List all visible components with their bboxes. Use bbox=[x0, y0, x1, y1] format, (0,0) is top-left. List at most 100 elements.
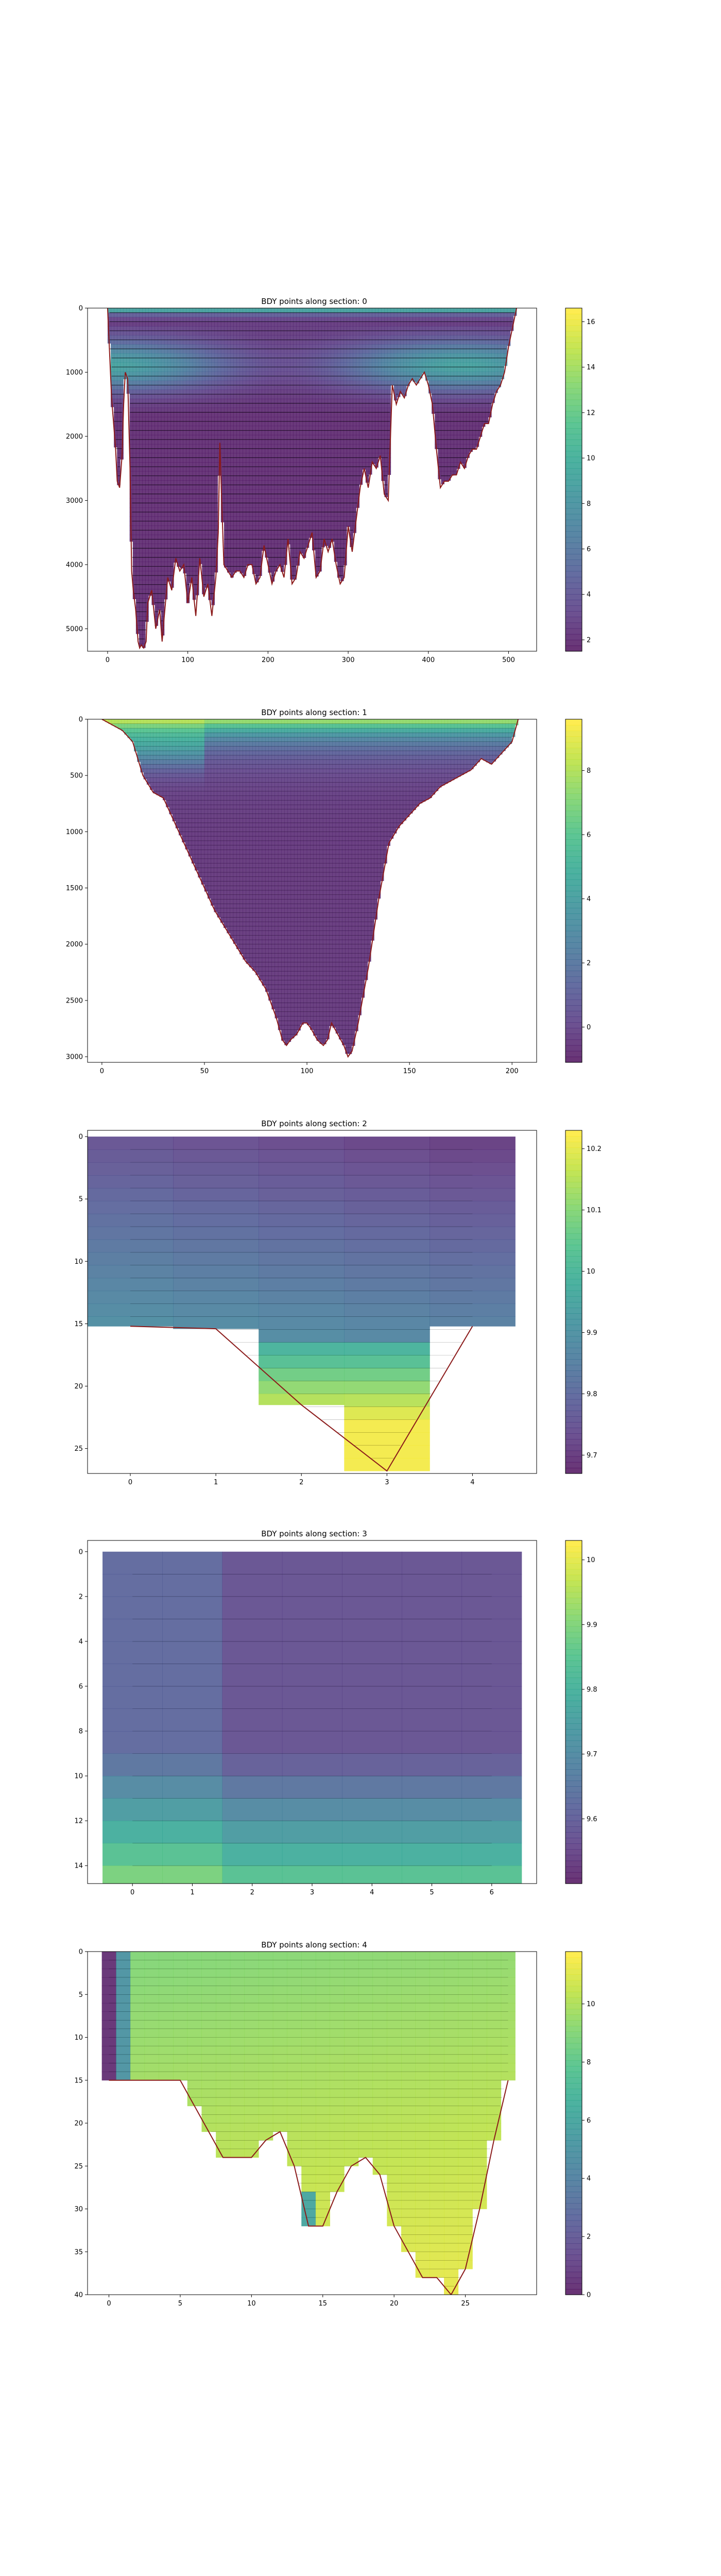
data-cell bbox=[312, 362, 316, 367]
data-cell bbox=[145, 344, 149, 349]
data-cell bbox=[186, 430, 190, 435]
data-cell bbox=[274, 376, 278, 381]
data-cell bbox=[220, 498, 225, 503]
data-cell bbox=[135, 503, 140, 508]
data-cell bbox=[239, 421, 244, 427]
data-cell bbox=[262, 444, 265, 449]
data-cell bbox=[189, 308, 193, 313]
data-cell bbox=[189, 340, 193, 345]
data-cell bbox=[161, 317, 165, 322]
data-cell bbox=[350, 503, 353, 508]
data-cell bbox=[255, 485, 259, 490]
data-cell bbox=[233, 321, 237, 327]
data-cell bbox=[220, 335, 225, 340]
data-cell bbox=[183, 358, 187, 363]
data-cell bbox=[189, 575, 193, 581]
data-cell bbox=[132, 439, 136, 445]
data-cell bbox=[114, 340, 117, 345]
data-cell bbox=[318, 448, 322, 453]
data-cell bbox=[151, 530, 155, 535]
data-cell bbox=[337, 426, 341, 431]
data-cell bbox=[239, 408, 244, 413]
data-cell bbox=[183, 503, 187, 508]
data-cell bbox=[271, 421, 275, 427]
data-cell bbox=[280, 385, 284, 390]
data-cell bbox=[296, 544, 300, 549]
data-cell bbox=[205, 516, 209, 521]
data-cell bbox=[324, 317, 328, 322]
data-cell bbox=[340, 557, 344, 563]
data-cell bbox=[199, 512, 202, 517]
data-cell bbox=[409, 344, 413, 349]
data-cell bbox=[312, 480, 316, 485]
data-cell bbox=[142, 476, 146, 481]
data-cell bbox=[202, 521, 205, 526]
data-cell bbox=[192, 534, 196, 540]
data-cell bbox=[403, 389, 407, 395]
data-cell bbox=[255, 444, 259, 449]
data-cell bbox=[344, 507, 347, 513]
data-cell bbox=[321, 398, 325, 404]
data-cell bbox=[318, 321, 322, 327]
data-cell bbox=[271, 466, 275, 472]
data-cell bbox=[142, 308, 146, 313]
data-cell bbox=[174, 362, 177, 367]
data-cell bbox=[148, 589, 152, 594]
data-cell bbox=[362, 462, 366, 467]
data-cell bbox=[239, 417, 244, 422]
data-cell bbox=[262, 435, 265, 440]
data-cell bbox=[117, 471, 121, 476]
data-cell bbox=[252, 412, 256, 417]
data-cell bbox=[164, 421, 168, 427]
data-cell bbox=[158, 394, 162, 399]
data-cell bbox=[265, 426, 268, 431]
data-cell bbox=[142, 485, 146, 490]
data-cell bbox=[192, 435, 196, 440]
data-cell bbox=[135, 625, 140, 630]
data-cell bbox=[274, 371, 278, 377]
data-cell bbox=[154, 358, 159, 363]
data-cell bbox=[302, 308, 306, 313]
data-cell bbox=[183, 326, 187, 331]
data-cell bbox=[151, 403, 155, 408]
data-cell bbox=[268, 521, 271, 526]
data-cell bbox=[135, 616, 140, 621]
data-cell bbox=[142, 580, 146, 585]
data-cell bbox=[230, 566, 234, 571]
data-cell bbox=[368, 317, 372, 322]
data-cell bbox=[230, 435, 234, 440]
data-cell bbox=[324, 394, 328, 399]
data-cell bbox=[315, 494, 319, 499]
data-cell bbox=[393, 326, 398, 331]
data-cell bbox=[271, 526, 275, 531]
data-cell bbox=[224, 353, 228, 359]
data-cell bbox=[280, 471, 284, 476]
data-cell bbox=[233, 426, 237, 431]
data-cell bbox=[208, 312, 212, 317]
data-cell bbox=[211, 321, 215, 327]
data-cell bbox=[164, 380, 168, 385]
data-cell bbox=[299, 398, 303, 404]
data-cell bbox=[397, 340, 401, 345]
data-cell bbox=[167, 408, 171, 413]
data-cell bbox=[217, 317, 221, 322]
data-cell bbox=[139, 321, 143, 327]
data-cell bbox=[252, 398, 256, 404]
data-cell bbox=[393, 321, 398, 327]
data-cell bbox=[287, 394, 290, 399]
data-cell bbox=[259, 344, 262, 349]
data-cell bbox=[195, 471, 199, 476]
data-cell bbox=[302, 453, 306, 458]
data-cell bbox=[186, 367, 190, 372]
data-cell bbox=[177, 349, 180, 354]
data-cell bbox=[164, 417, 168, 422]
data-cell bbox=[406, 330, 410, 336]
data-cell bbox=[129, 385, 133, 390]
data-cell bbox=[243, 408, 247, 413]
data-cell bbox=[324, 457, 328, 463]
data-cell bbox=[224, 376, 228, 381]
data-cell bbox=[236, 444, 240, 449]
data-cell bbox=[312, 376, 316, 381]
data-cell bbox=[324, 439, 328, 445]
data-cell bbox=[403, 335, 407, 340]
